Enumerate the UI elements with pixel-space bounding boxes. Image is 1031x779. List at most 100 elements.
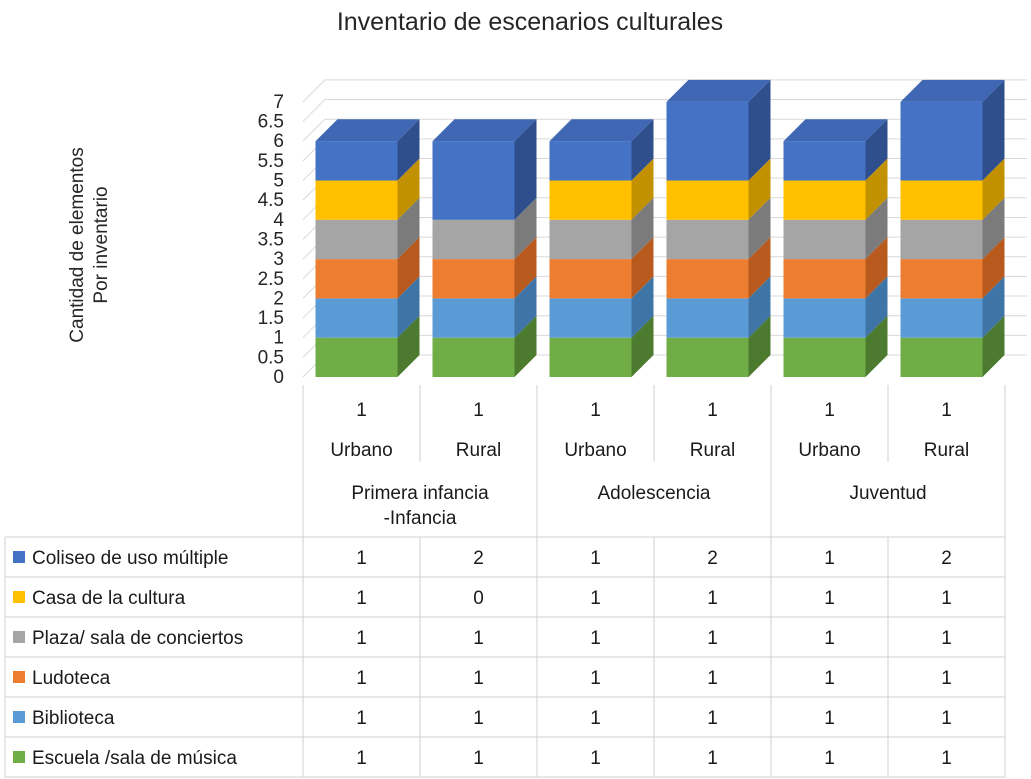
- x-axis-label-level1: 1: [473, 400, 484, 421]
- y-tick-label: 3.5: [258, 229, 284, 250]
- bar-segment-front: [666, 219, 749, 260]
- gridline: [302, 79, 1027, 103]
- bar-segment-front: [432, 298, 515, 338]
- data-label: 2: [941, 548, 952, 569]
- data-label: 1: [590, 628, 601, 649]
- bar-segment-side: [514, 119, 537, 220]
- data-label: 1: [824, 668, 835, 689]
- bar-segment-side: [748, 276, 771, 338]
- bar-segment-front: [900, 180, 983, 220]
- data-label: 1: [824, 708, 835, 729]
- bar-segment: [666, 315, 771, 377]
- bar-top: [315, 119, 420, 142]
- bar-segment-side: [631, 197, 654, 260]
- bar-segment-side: [748, 79, 771, 181]
- bar-segment-side: [982, 197, 1005, 260]
- bar-segment: [900, 276, 1005, 338]
- y-tick-label: 5.5: [258, 151, 284, 172]
- legend-key: [13, 671, 25, 683]
- bar-segment-front: [900, 337, 983, 377]
- y-tick-label: 5: [273, 171, 284, 192]
- y-tick-label: 2.5: [258, 269, 284, 290]
- bar-segment: [549, 315, 654, 377]
- x-axis-group-label: -Infancia: [384, 508, 457, 529]
- bar-segment-side: [631, 276, 654, 338]
- bar-segment-side: [514, 197, 537, 260]
- data-table: Coliseo de uso múltiple 1 2 1 2 1 2 Casa de la …: [13, 548, 952, 769]
- legend-label: Plaza/ sala de conciertos: [32, 628, 243, 649]
- x-axis-label-level1: 1: [590, 400, 601, 421]
- bar-segment: [666, 276, 771, 338]
- x-axis-labels: 1 Urbano 1 Rural 1 Urbano 1 Rural 1 Urbano 1 Rural P…: [330, 400, 969, 529]
- legend-key: [13, 551, 25, 563]
- data-label: 1: [707, 628, 718, 649]
- bar-segment: [900, 315, 1005, 377]
- y-axis-label-line-1: Cantidad de elementos: [67, 147, 88, 342]
- bar-segment-side: [865, 237, 888, 299]
- legend-label: Coliseo de uso múltiple: [32, 548, 228, 569]
- x-axis-label-level2: Rural: [690, 440, 735, 461]
- y-tick-label: 0: [273, 367, 284, 388]
- x-axis-label-level1: 1: [941, 400, 952, 421]
- bar-top: [900, 79, 1005, 102]
- bar-segment-front: [549, 219, 632, 260]
- bar-segment-side: [397, 119, 420, 181]
- bar-segment-front: [783, 141, 866, 181]
- bar-segment: [900, 79, 1005, 181]
- data-label: 1: [941, 628, 952, 649]
- bar-segment-side: [865, 158, 888, 220]
- data-label: 1: [590, 588, 601, 609]
- data-label: 1: [824, 588, 835, 609]
- bar-segment-side: [397, 237, 420, 299]
- bar-segment: [666, 158, 771, 220]
- bar-segment: [549, 197, 654, 260]
- bar-segment-side: [748, 315, 771, 377]
- data-label: 1: [473, 668, 484, 689]
- bar-segment-front: [432, 219, 515, 260]
- data-label: 1: [707, 748, 718, 769]
- bar-segment-side: [982, 158, 1005, 220]
- data-label: 1: [356, 748, 367, 769]
- bar-segment-front: [666, 101, 749, 181]
- bar-segment: [549, 237, 654, 299]
- x-axis-label-level1: 1: [707, 400, 718, 421]
- bar-segment: [432, 237, 537, 299]
- bar-segment: [432, 197, 537, 260]
- legend-label: Escuela /sala de música: [32, 748, 237, 769]
- y-tick-label: 0.5: [258, 347, 284, 368]
- data-label: 1: [356, 548, 367, 569]
- y-tick-label: 6: [273, 131, 284, 152]
- bar-segment: [315, 197, 420, 260]
- bar-segment-side: [748, 237, 771, 299]
- data-label: 1: [941, 748, 952, 769]
- data-label: 1: [590, 748, 601, 769]
- bar-segment-front: [900, 219, 983, 260]
- bar-segment-front: [315, 298, 398, 338]
- bar-segment: [783, 158, 888, 220]
- bar-segment-front: [432, 337, 515, 377]
- data-label: 1: [824, 628, 835, 649]
- bar-segment-front: [900, 259, 983, 299]
- x-axis-group-label: Primera infancia: [351, 483, 489, 504]
- x-axis-group-label: Adolescencia: [597, 483, 710, 504]
- data-label: 1: [941, 668, 952, 689]
- bar-segment-front: [432, 259, 515, 299]
- bar-segment: [900, 158, 1005, 220]
- y-tick-label: 1.5: [258, 308, 284, 329]
- bar-segment-front: [783, 219, 866, 260]
- x-axis-label-level1: 1: [824, 400, 835, 421]
- bar-segment-side: [631, 315, 654, 377]
- data-label: 1: [824, 548, 835, 569]
- data-label: 1: [824, 748, 835, 769]
- x-axis-label-level1: 1: [356, 400, 367, 421]
- data-table-grid: [4, 385, 1006, 778]
- legend-key: [13, 591, 25, 603]
- chart-title: Inventario de escenarios culturales: [337, 8, 723, 36]
- bar-segment: [666, 237, 771, 299]
- bar-segment-front: [315, 180, 398, 220]
- bar-segment-front: [315, 337, 398, 377]
- data-label: 1: [356, 628, 367, 649]
- legend-key: [13, 631, 25, 643]
- x-axis-label-level2: Urbano: [330, 440, 392, 461]
- bar-segment-front: [783, 337, 866, 377]
